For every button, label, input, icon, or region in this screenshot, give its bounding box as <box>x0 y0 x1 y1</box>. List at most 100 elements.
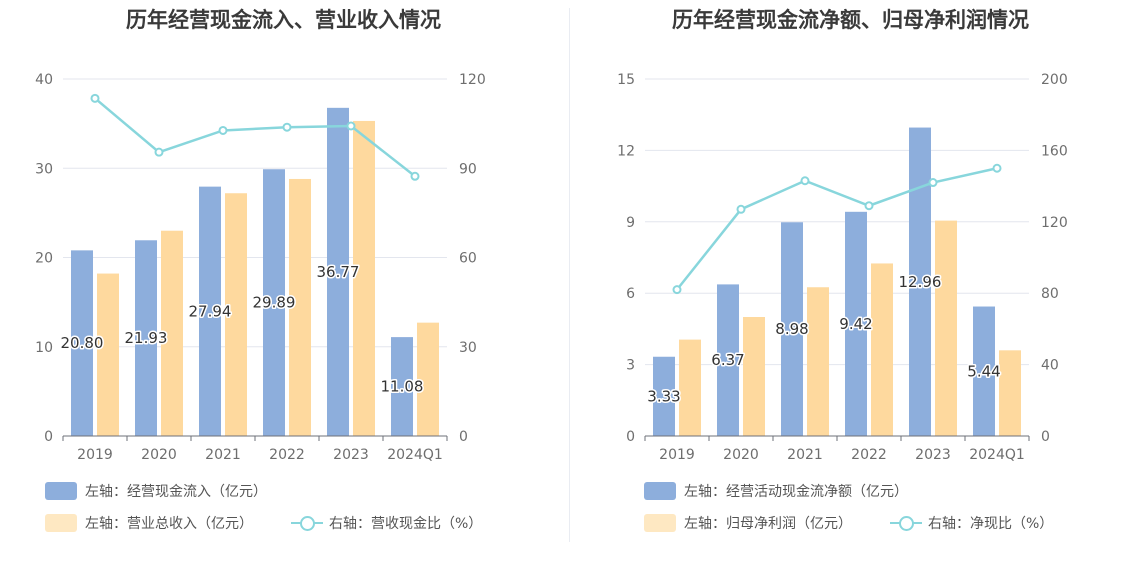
bar-series-2 <box>743 317 765 436</box>
bar-data-label: 11.08 <box>381 378 424 396</box>
legend-swatch-blue <box>45 482 77 500</box>
legend-swatch-yellow <box>644 514 676 532</box>
line-point <box>410 171 420 181</box>
bar-data-label: 9.42 <box>839 315 872 333</box>
bar-data-label: 36.77 <box>317 263 360 281</box>
legend-item-line[interactable]: 右轴：营收现金比（%） <box>291 513 482 533</box>
x-tick-label: 2019 <box>659 447 695 463</box>
line-series <box>94 97 416 178</box>
y-left-tick-label: 0 <box>626 429 635 445</box>
line-point <box>736 204 746 214</box>
line-point <box>864 201 874 211</box>
bar-data-label: 12.96 <box>899 273 942 291</box>
y-right-tick-label: 0 <box>1041 429 1050 445</box>
y-right-tick-label: 0 <box>459 429 468 445</box>
line-point <box>90 93 100 103</box>
x-tick-label: 2020 <box>141 447 177 463</box>
bar-series-2 <box>289 178 311 436</box>
x-tick-label: 2023 <box>333 447 369 463</box>
legend-swatch-yellow <box>45 514 77 532</box>
bar-series-1 <box>909 127 931 436</box>
y-right-tick-label: 90 <box>459 161 477 177</box>
y-left-tick-label: 6 <box>626 286 635 302</box>
y-left-tick-label: 10 <box>35 340 53 356</box>
legend-item-bar-2[interactable]: 左轴：营业总收入（亿元） <box>45 513 253 533</box>
y-right-tick-label: 200 <box>1041 72 1068 88</box>
x-tick-label: 2024Q1 <box>969 447 1025 463</box>
bar-series-1 <box>717 284 739 436</box>
y-right-tick-label: 160 <box>1041 143 1068 159</box>
chart-plot: 0 3 6 9 12 15 0 40 80 120 160 200 2019 2020 2021 2022 20… <box>617 72 1068 463</box>
y-right-tick-label: 120 <box>459 72 486 88</box>
bar-data-label: 3.33 <box>647 387 680 405</box>
chart-panel-left: 历年经营现金流入、营业收入情况 0 10 20 30 40 0 30 60 90 120 2019 2… <box>35 8 486 533</box>
y-right-tick-label: 80 <box>1041 286 1059 302</box>
bar-series-1 <box>71 250 93 436</box>
bar-data-label: 29.89 <box>253 294 296 312</box>
bar-series-1 <box>263 169 285 436</box>
legend-label: 左轴：经营活动现金流净额（亿元） <box>684 484 908 500</box>
legend-item-bar-1[interactable]: 左轴：经营现金流入（亿元） <box>45 481 267 501</box>
chart-plot: 0 10 20 30 40 0 30 60 90 120 2019 2020 2021 2022 2023 2… <box>35 72 486 463</box>
bar-series-1 <box>653 356 675 436</box>
bar-series-2 <box>353 120 375 436</box>
bar-series-2 <box>417 322 439 436</box>
y-right-tick-label: 120 <box>1041 215 1068 231</box>
legend-line-circle-icon <box>890 513 922 533</box>
legend-label: 左轴：归母净利润（亿元） <box>684 516 852 532</box>
bar-series-1 <box>391 337 413 436</box>
x-tick-label: 2020 <box>723 447 759 463</box>
x-tick-label: 2024Q1 <box>387 447 443 463</box>
bar-data-label: 21.93 <box>125 329 168 347</box>
bar-data-label: 5.44 <box>967 362 1000 380</box>
bar-series-2 <box>871 263 893 436</box>
bar-series-1 <box>845 211 867 436</box>
bar-series-1 <box>199 186 221 436</box>
x-tick-label: 2023 <box>915 447 951 463</box>
x-tick-label: 2022 <box>851 447 887 463</box>
bar-data-label: 27.94 <box>189 302 232 320</box>
y-left-tick-label: 30 <box>35 161 53 177</box>
bar-data-label: 8.98 <box>775 320 808 338</box>
bar-series-2 <box>161 230 183 436</box>
line-series <box>676 167 998 291</box>
legend-item-bar-2[interactable]: 左轴：归母净利润（亿元） <box>644 513 852 533</box>
y-left-tick-label: 3 <box>626 358 635 374</box>
line-point <box>282 122 292 132</box>
bar-series-1 <box>781 222 803 436</box>
legend-label: 左轴：经营现金流入（亿元） <box>85 484 267 500</box>
x-tick-label: 2021 <box>787 447 823 463</box>
line-point <box>992 163 1002 173</box>
y-left-tick-label: 15 <box>617 72 635 88</box>
bar-series-2 <box>807 287 829 436</box>
chart-title: 历年经营现金流入、营业收入情况 <box>126 8 441 32</box>
legend-label: 右轴：营收现金比（%） <box>329 516 483 532</box>
y-left-tick-label: 12 <box>617 143 635 159</box>
legend-item-line[interactable]: 右轴：净现比（%） <box>890 513 1053 533</box>
chart-title: 历年经营现金流净额、归母净利润情况 <box>672 8 1029 32</box>
line-point <box>346 121 356 131</box>
line-point <box>154 147 164 157</box>
legend-label: 右轴：净现比（%） <box>928 516 1054 532</box>
bar-series-2 <box>225 193 247 436</box>
y-left-tick-label: 40 <box>35 72 53 88</box>
x-tick-label: 2019 <box>77 447 113 463</box>
bar-series-2 <box>97 273 119 436</box>
bar-data-label: 6.37 <box>711 351 744 369</box>
y-left-tick-label: 9 <box>626 215 635 231</box>
line-point <box>800 176 810 186</box>
legend-line-circle-icon <box>291 513 323 533</box>
panel-divider <box>569 8 570 542</box>
bar-series-2 <box>679 339 701 436</box>
y-right-tick-label: 30 <box>459 340 477 356</box>
legend-swatch-blue <box>644 482 676 500</box>
x-tick-label: 2022 <box>269 447 305 463</box>
line-point <box>928 178 938 188</box>
y-right-tick-label: 40 <box>1041 358 1059 374</box>
bar-series-2 <box>935 220 957 436</box>
line-point <box>672 285 682 295</box>
bar-data-label: 20.80 <box>61 334 104 352</box>
line-point <box>218 125 228 135</box>
legend-item-bar-1[interactable]: 左轴：经营活动现金流净额（亿元） <box>644 481 908 501</box>
bar-series-1 <box>973 306 995 436</box>
